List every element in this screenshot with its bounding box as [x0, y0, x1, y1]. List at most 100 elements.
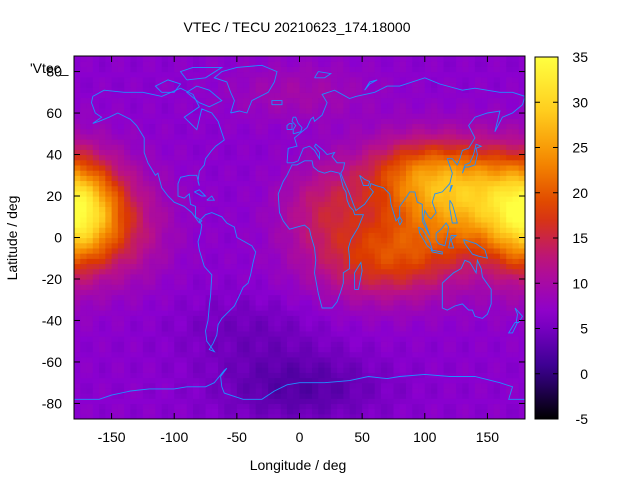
heatmap-cell — [136, 325, 144, 332]
heatmap-cell — [124, 81, 131, 88]
heatmap-cell — [80, 154, 88, 161]
heatmap-cell — [518, 356, 525, 363]
heatmap-cell — [380, 273, 388, 280]
heatmap-cell — [161, 61, 169, 67]
heatmap-cell — [387, 253, 395, 259]
heatmap-cell — [487, 196, 495, 202]
heatmap-cell — [437, 294, 445, 301]
heatmap-cell — [368, 330, 376, 337]
heatmap-cell — [280, 382, 288, 389]
heatmap-cell — [437, 123, 445, 130]
heatmap-cell — [92, 190, 100, 197]
heatmap-cell — [74, 393, 81, 399]
heatmap-cell — [374, 387, 382, 394]
heatmap-cell — [443, 351, 451, 358]
heatmap-cell — [330, 92, 338, 99]
heatmap-cell — [142, 133, 150, 140]
heatmap-cell — [255, 196, 263, 202]
heatmap-cell — [174, 336, 182, 342]
heatmap-cell — [149, 71, 157, 78]
heatmap-cell — [105, 159, 113, 166]
heatmap-cell — [487, 216, 495, 223]
heatmap-cell — [193, 56, 200, 62]
heatmap-cell — [337, 128, 344, 135]
heatmap-cell — [418, 71, 426, 78]
heatmap-cell — [431, 107, 438, 114]
heatmap-cell — [474, 128, 482, 135]
heatmap-cell — [86, 170, 94, 176]
heatmap-cell — [274, 216, 282, 223]
heatmap-cell — [249, 372, 257, 379]
heatmap-cell — [468, 304, 476, 311]
heatmap-cell — [487, 258, 495, 265]
heatmap-cell — [399, 310, 407, 316]
heatmap-cell — [136, 206, 144, 213]
heatmap-cell — [105, 382, 113, 389]
heatmap-cell — [130, 133, 138, 140]
heatmap-cell — [236, 361, 244, 368]
heatmap-cell — [293, 216, 301, 223]
heatmap-cell — [412, 113, 420, 119]
heatmap-cell — [506, 408, 514, 415]
heatmap-cell — [293, 346, 301, 353]
heatmap-cell — [268, 154, 276, 161]
heatmap-cell — [355, 273, 363, 280]
heatmap-cell — [368, 71, 376, 78]
heatmap-cell — [499, 299, 507, 306]
heatmap-cell — [374, 325, 382, 332]
heatmap-cell — [299, 175, 307, 182]
heatmap-cell — [174, 315, 182, 322]
heatmap-cell — [243, 107, 250, 114]
heatmap-cell — [167, 382, 175, 389]
heatmap-cell — [286, 61, 294, 67]
heatmap-cell — [343, 325, 351, 332]
heatmap-cell — [355, 175, 363, 182]
heatmap-cell — [74, 66, 81, 73]
heatmap-cell — [387, 268, 395, 275]
heatmap-cell — [343, 138, 351, 145]
heatmap-cell — [243, 263, 250, 270]
heatmap-cell — [117, 253, 125, 259]
heatmap-cell — [99, 289, 106, 296]
heatmap-cell — [399, 154, 407, 161]
heatmap-cell — [243, 237, 250, 244]
heatmap-cell — [481, 361, 489, 368]
heatmap-cell — [499, 128, 507, 135]
heatmap-cell — [424, 170, 432, 176]
heatmap-cell — [437, 206, 445, 213]
heatmap-cell — [99, 71, 106, 78]
heatmap-cell — [180, 196, 188, 202]
heatmap-cell — [99, 258, 106, 265]
heatmap-cell — [268, 201, 276, 207]
heatmap-cell — [393, 242, 401, 249]
heatmap-cell — [393, 66, 401, 73]
heatmap-cell — [186, 289, 194, 296]
heatmap-cell — [481, 154, 489, 161]
heatmap-cell — [86, 196, 94, 202]
heatmap-cell — [243, 242, 250, 249]
heatmap-cell — [456, 367, 463, 373]
heatmap-cell — [74, 361, 81, 368]
heatmap-cell — [174, 330, 182, 337]
heatmap-cell — [349, 273, 357, 280]
heatmap-cell — [305, 138, 313, 145]
heatmap-cell — [443, 164, 451, 171]
heatmap-cell — [261, 190, 269, 197]
heatmap-cell — [362, 247, 369, 254]
heatmap-cell — [343, 180, 351, 187]
heatmap-cell — [518, 201, 525, 207]
heatmap-cell — [337, 247, 344, 254]
heatmap-cell — [167, 377, 175, 384]
heatmap-cell — [412, 336, 420, 342]
heatmap-cell — [286, 263, 294, 270]
heatmap-cell — [362, 361, 369, 368]
heatmap-cell — [312, 175, 319, 182]
heatmap-cell — [380, 237, 388, 244]
heatmap-cell — [418, 299, 426, 306]
heatmap-cell — [443, 149, 451, 156]
heatmap-cell — [193, 408, 200, 415]
heatmap-cell — [399, 118, 407, 125]
heatmap-cell — [180, 227, 188, 233]
heatmap-cell — [349, 138, 357, 145]
heatmap-cell — [161, 144, 169, 150]
